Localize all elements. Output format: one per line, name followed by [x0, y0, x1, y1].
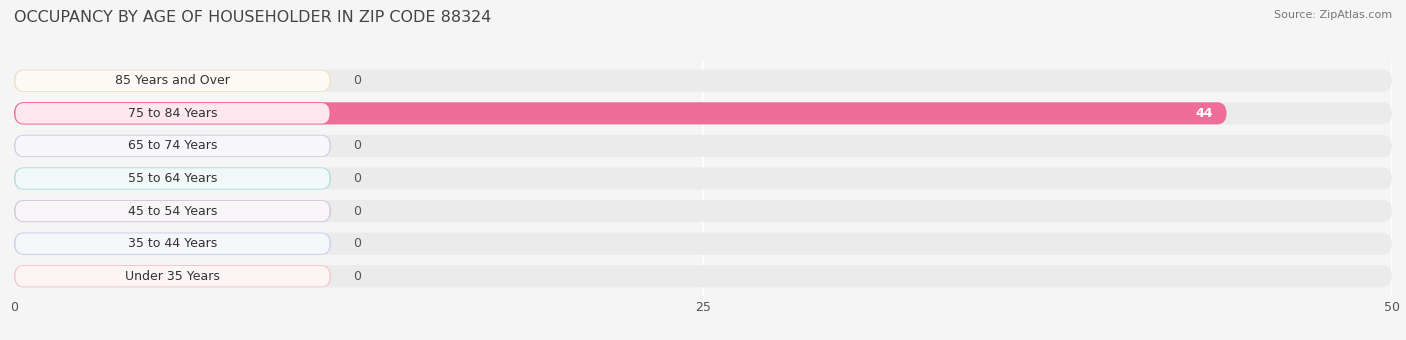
FancyBboxPatch shape [15, 233, 329, 254]
FancyBboxPatch shape [14, 167, 1392, 190]
FancyBboxPatch shape [15, 136, 329, 156]
FancyBboxPatch shape [14, 200, 330, 222]
Text: Under 35 Years: Under 35 Years [125, 270, 219, 283]
FancyBboxPatch shape [14, 233, 1392, 255]
Text: 0: 0 [353, 270, 361, 283]
Text: 0: 0 [353, 139, 361, 152]
Text: 44: 44 [1195, 107, 1213, 120]
FancyBboxPatch shape [14, 70, 1392, 92]
FancyBboxPatch shape [15, 168, 329, 189]
Text: 65 to 74 Years: 65 to 74 Years [128, 139, 217, 152]
FancyBboxPatch shape [14, 135, 1392, 157]
Text: 55 to 64 Years: 55 to 64 Years [128, 172, 217, 185]
Text: 0: 0 [353, 74, 361, 87]
FancyBboxPatch shape [15, 70, 329, 91]
FancyBboxPatch shape [14, 265, 1392, 287]
Text: 35 to 44 Years: 35 to 44 Years [128, 237, 217, 250]
FancyBboxPatch shape [14, 70, 330, 92]
Text: 85 Years and Over: 85 Years and Over [115, 74, 231, 87]
Text: OCCUPANCY BY AGE OF HOUSEHOLDER IN ZIP CODE 88324: OCCUPANCY BY AGE OF HOUSEHOLDER IN ZIP C… [14, 10, 492, 25]
Text: 0: 0 [353, 205, 361, 218]
Text: 45 to 54 Years: 45 to 54 Years [128, 205, 217, 218]
FancyBboxPatch shape [14, 265, 330, 287]
FancyBboxPatch shape [14, 102, 330, 124]
Text: 0: 0 [353, 172, 361, 185]
FancyBboxPatch shape [14, 233, 330, 255]
FancyBboxPatch shape [14, 200, 1392, 222]
FancyBboxPatch shape [14, 135, 330, 157]
FancyBboxPatch shape [14, 167, 330, 190]
FancyBboxPatch shape [14, 102, 1392, 124]
FancyBboxPatch shape [15, 201, 329, 221]
FancyBboxPatch shape [15, 266, 329, 287]
FancyBboxPatch shape [15, 103, 329, 124]
Text: 0: 0 [353, 237, 361, 250]
Text: Source: ZipAtlas.com: Source: ZipAtlas.com [1274, 10, 1392, 20]
Text: 75 to 84 Years: 75 to 84 Years [128, 107, 218, 120]
FancyBboxPatch shape [14, 102, 1226, 124]
